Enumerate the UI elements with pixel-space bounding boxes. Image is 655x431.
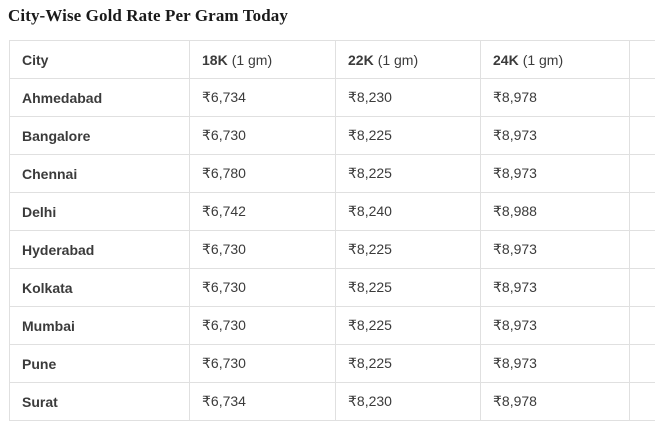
city-cell: Pune (9, 344, 190, 383)
clipped-cell (629, 344, 655, 383)
clipped-cell (629, 382, 655, 421)
rate-24k-cell: ₹8,973 (480, 268, 630, 307)
rate-24k-cell: ₹8,973 (480, 230, 630, 269)
rate-22k-cell: ₹8,230 (335, 78, 481, 117)
gold-rate-table-container: City 18K (1 gm) 22K (1 gm) 24K (1 gm) (9, 40, 655, 431)
clipped-cell (629, 192, 655, 231)
rate-24k-cell: ₹8,973 (480, 154, 630, 193)
column-header-unit: (1 gm) (522, 51, 564, 68)
rate-24k-cell: ₹8,978 (480, 382, 630, 421)
table-header-row: City 18K (1 gm) 22K (1 gm) 24K (1 gm) (9, 40, 655, 79)
rate-22k-cell: ₹8,225 (335, 116, 481, 155)
rate-18k-cell: ₹6,730 (189, 116, 336, 155)
clipped-cell (629, 154, 655, 193)
table-row: Hyderabad ₹6,730 ₹8,225 ₹8,973 (9, 230, 655, 269)
rate-22k-cell: ₹8,240 (335, 192, 481, 231)
column-header-24k: 24K (1 gm) (480, 40, 630, 79)
rate-24k-cell: ₹8,973 (480, 306, 630, 345)
table-row: Surat ₹6,734 ₹8,230 ₹8,978 (9, 382, 655, 421)
page-title: City-Wise Gold Rate Per Gram Today (8, 6, 288, 25)
rate-24k-cell: ₹8,978 (480, 78, 630, 117)
city-cell: Kolkata (9, 268, 190, 307)
column-header-18k: 18K (1 gm) (189, 40, 336, 79)
city-cell: Surat (9, 382, 190, 421)
city-cell: Chennai (9, 154, 190, 193)
rate-24k-cell: ₹8,988 (480, 192, 630, 231)
rate-18k-cell: ₹6,734 (189, 382, 336, 421)
city-cell: Hyderabad (9, 230, 190, 269)
table-row: Ahmedabad ₹6,734 ₹8,230 ₹8,978 (9, 78, 655, 117)
column-header-city: City (9, 40, 190, 79)
column-header-clipped (629, 40, 655, 79)
rate-22k-cell: ₹8,225 (335, 230, 481, 269)
column-header-label: City (22, 51, 49, 68)
column-header-label: 18K (202, 51, 228, 68)
rate-24k-cell: ₹8,973 (480, 344, 630, 383)
city-cell: Ahmedabad (9, 78, 190, 117)
city-cell: Mumbai (9, 306, 190, 345)
rate-18k-cell: ₹6,734 (189, 78, 336, 117)
rate-18k-cell: ₹6,730 (189, 268, 336, 307)
clipped-cell (629, 116, 655, 155)
table-row: Bangalore ₹6,730 ₹8,225 ₹8,973 (9, 116, 655, 155)
gold-rate-table: City 18K (1 gm) 22K (1 gm) 24K (1 gm) (9, 40, 655, 421)
clipped-cell (629, 268, 655, 307)
column-header-22k: 22K (1 gm) (335, 40, 481, 79)
table-row: Delhi ₹6,742 ₹8,240 ₹8,988 (9, 192, 655, 231)
rate-22k-cell: ₹8,230 (335, 382, 481, 421)
table-row: Mumbai ₹6,730 ₹8,225 ₹8,973 (9, 306, 655, 345)
rate-18k-cell: ₹6,730 (189, 344, 336, 383)
clipped-cell (629, 306, 655, 345)
rate-22k-cell: ₹8,225 (335, 154, 481, 193)
table-row: Kolkata ₹6,730 ₹8,225 ₹8,973 (9, 268, 655, 307)
column-header-label: 22K (348, 51, 374, 68)
rate-18k-cell: ₹6,742 (189, 192, 336, 231)
column-header-unit: (1 gm) (377, 51, 419, 68)
rate-24k-cell: ₹8,973 (480, 116, 630, 155)
clipped-cell (629, 78, 655, 117)
column-header-unit: (1 gm) (231, 51, 273, 68)
table-row: Pune ₹6,730 ₹8,225 ₹8,973 (9, 344, 655, 383)
column-header-label: 24K (493, 51, 519, 68)
clipped-cell (629, 230, 655, 269)
city-cell: Delhi (9, 192, 190, 231)
table-row: Chennai ₹6,780 ₹8,225 ₹8,973 (9, 154, 655, 193)
rate-18k-cell: ₹6,730 (189, 230, 336, 269)
rate-22k-cell: ₹8,225 (335, 344, 481, 383)
rate-22k-cell: ₹8,225 (335, 268, 481, 307)
city-cell: Bangalore (9, 116, 190, 155)
rate-22k-cell: ₹8,225 (335, 306, 481, 345)
rate-18k-cell: ₹6,730 (189, 306, 336, 345)
rate-18k-cell: ₹6,780 (189, 154, 336, 193)
